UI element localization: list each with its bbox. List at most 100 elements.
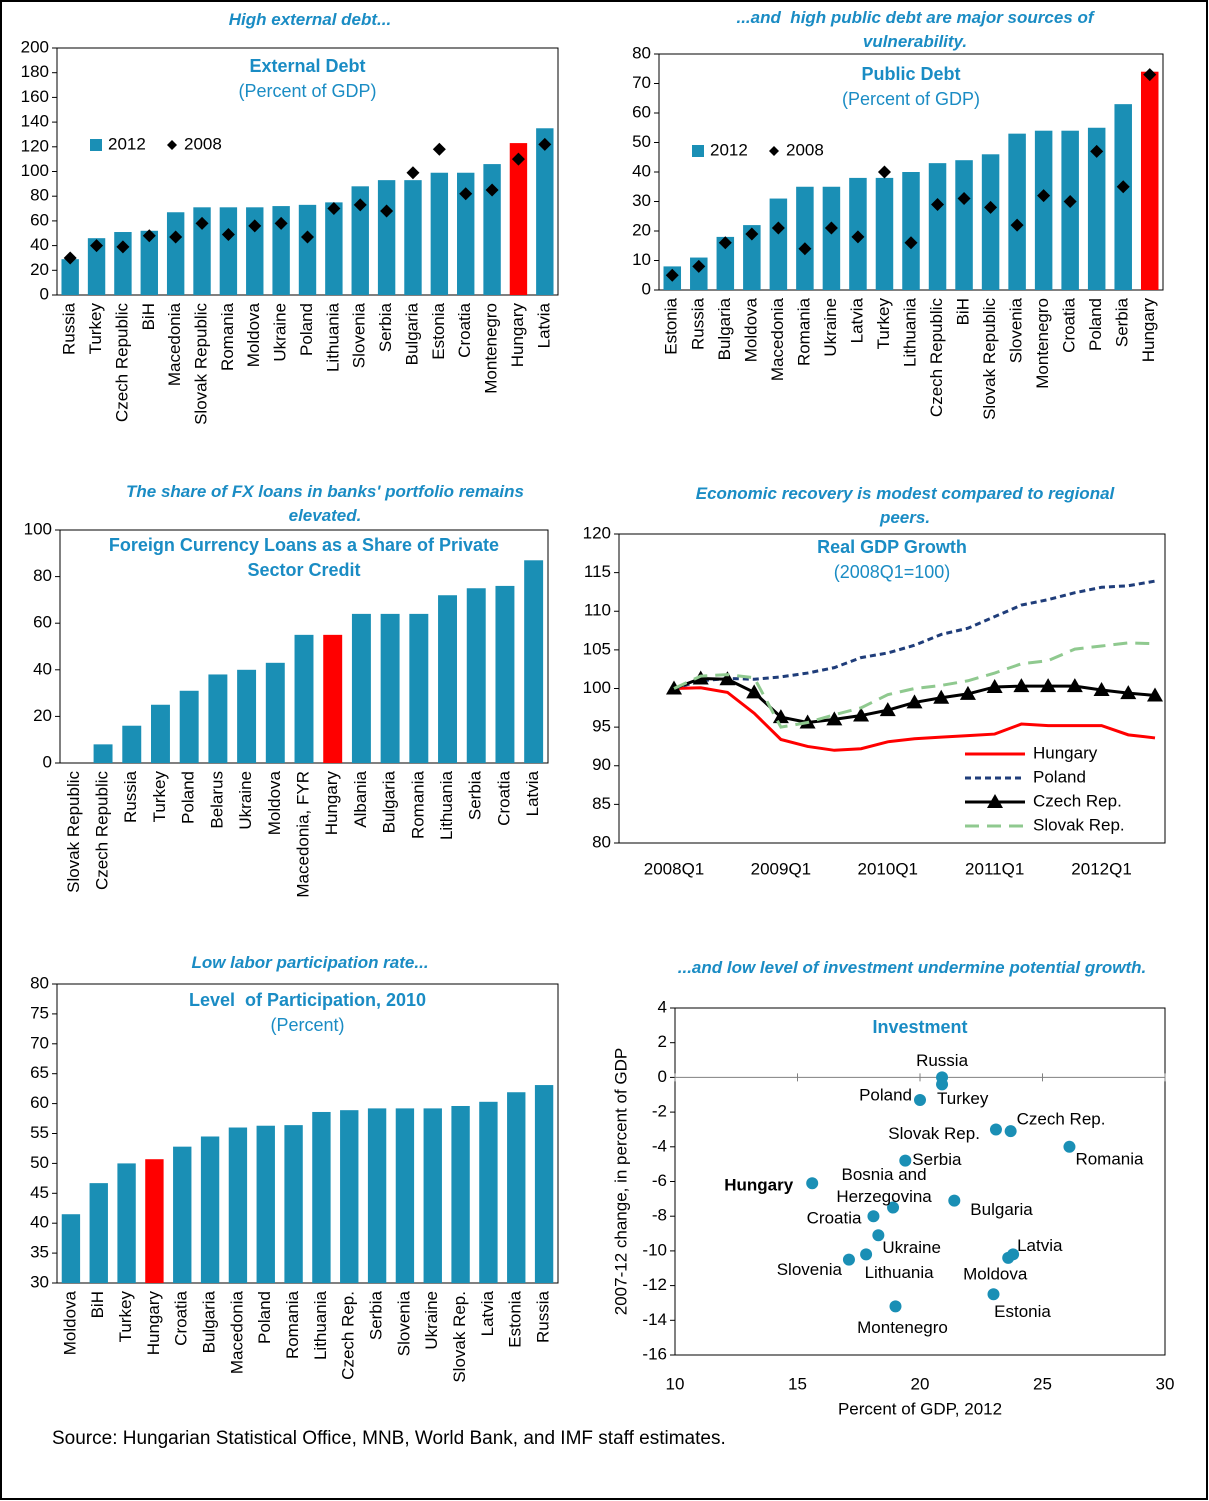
x-tick-label: Slovenia: [350, 302, 369, 368]
y-tick-label: 160: [21, 87, 49, 106]
bar: [140, 230, 158, 295]
x-tick-label: Montenegro: [1033, 298, 1052, 389]
point-label: Estonia: [994, 1302, 1051, 1321]
y-tick-label: 60: [30, 1093, 49, 1112]
marker: [327, 202, 341, 216]
title-block: External Debt (Percent of GDP): [128, 54, 488, 104]
point: [867, 1210, 880, 1223]
marker: [221, 227, 235, 241]
x-tick-label: Czech Republic: [112, 303, 131, 423]
bar: [822, 186, 841, 290]
bar: [928, 163, 947, 290]
x-tick-label: Latvia: [523, 770, 542, 816]
marker: [406, 166, 420, 180]
x-tick-label: Lithuania: [323, 302, 342, 372]
y-tick-label: 60: [30, 210, 49, 229]
marker: [90, 239, 104, 253]
series-line: [673, 579, 1156, 690]
marker: [1063, 195, 1077, 208]
y-tick-label: 30: [30, 1272, 49, 1291]
bar: [769, 198, 788, 290]
x-tick-label: Ukraine: [821, 298, 840, 357]
point: [987, 1288, 1000, 1301]
marker: [1066, 678, 1083, 693]
bar: [1114, 104, 1132, 291]
y-tick-label: 0: [658, 1067, 667, 1086]
bar: [150, 704, 170, 763]
marker: [1143, 68, 1157, 82]
y-tick-label: 40: [33, 659, 52, 678]
point-label: Turkey: [937, 1089, 989, 1108]
bar: [246, 207, 264, 295]
chart-title: Investment: [872, 1017, 968, 1037]
y-tick-label: 40: [30, 235, 49, 254]
marker: [771, 221, 785, 235]
marker: [485, 183, 499, 197]
x-tick-label: Ukraine: [271, 303, 290, 362]
x-tick-label: Poland: [1086, 298, 1105, 351]
marker: [1010, 218, 1024, 232]
x-tick-label: Romania: [794, 297, 813, 366]
legend-label: 2012: [108, 134, 146, 153]
marker: [538, 137, 552, 151]
point-label: Ukraine: [882, 1238, 941, 1257]
x-tick-label: Romania: [218, 302, 237, 371]
x-tick-label: BiH: [954, 298, 973, 325]
y-tick-label: 80: [33, 566, 52, 585]
bar: [294, 634, 314, 763]
marker: [824, 221, 838, 235]
legend-marker: [987, 794, 1003, 808]
x-axis-label: Percent of GDP, 2012: [838, 1399, 1002, 1418]
point-label: Romania: [1075, 1149, 1144, 1168]
point: [948, 1194, 961, 1207]
x-tick-label: Latvia: [478, 1290, 497, 1336]
chart-title: Real GDP Growth: [817, 537, 967, 557]
point-label: Czech Rep.: [1017, 1110, 1106, 1129]
bar: [1008, 133, 1026, 290]
y-tick-label: 200: [21, 37, 49, 56]
point: [1063, 1140, 1076, 1153]
marker: [798, 242, 812, 256]
x-tick-label: Estonia: [506, 1290, 525, 1347]
bar: [1087, 127, 1106, 290]
marker: [851, 230, 865, 244]
x-tick-label: Turkey: [86, 303, 105, 355]
y-tick-label: 20: [30, 260, 49, 279]
bar: [61, 259, 79, 295]
bar: [796, 186, 814, 290]
panel-header: Economic recovery is modest compared to …: [695, 484, 1119, 527]
y-tick-label: 180: [21, 62, 49, 81]
x-tick-label: Serbia: [376, 302, 395, 352]
x-tick-label: Latvia: [847, 297, 866, 343]
y-tick-label: 90: [592, 755, 611, 774]
marker: [826, 711, 843, 726]
marker: [931, 197, 945, 211]
x-tick-label: BiH: [139, 303, 158, 330]
bar: [536, 128, 554, 295]
bar: [284, 1125, 303, 1283]
x-tick-label: 20: [911, 1374, 930, 1393]
y-tick-label: 75: [30, 1003, 49, 1022]
y-tick-label: 0: [43, 752, 52, 771]
x-tick-label: Russia: [60, 302, 79, 355]
marker: [380, 204, 394, 218]
source-note: Source: Hungarian Statistical Office, MN…: [52, 1428, 726, 1449]
y-tick-label: 80: [592, 832, 611, 851]
marker: [933, 689, 950, 704]
point-label: Serbia: [912, 1150, 962, 1169]
bar: [466, 588, 486, 763]
marker: [116, 240, 130, 254]
x-tick-label: Lithuania: [900, 297, 919, 367]
y-tick-label: 30: [632, 191, 651, 210]
bar: [507, 1092, 526, 1283]
bar: [272, 206, 290, 295]
x-tick-label: Belarus: [207, 771, 226, 829]
point-label: Slovenia: [777, 1260, 843, 1279]
bar: [219, 207, 238, 295]
x-tick-label: Hungary: [322, 771, 341, 836]
bar: [200, 1136, 220, 1283]
legend-marker: [167, 140, 177, 150]
x-tick-label: Czech Republic: [927, 298, 946, 418]
